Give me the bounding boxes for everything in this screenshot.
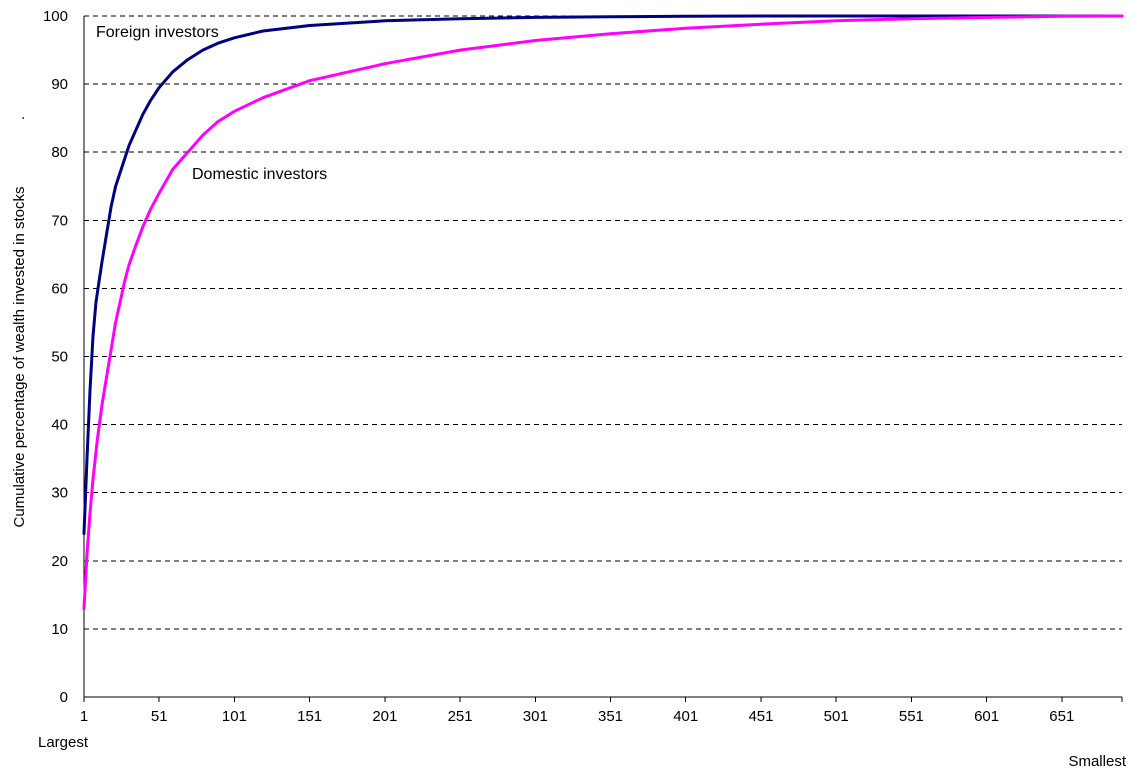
x-tick-label-101: 101: [222, 708, 247, 725]
y-axis-title: Cumulative percentage of wealth invested…: [11, 186, 28, 527]
y-tick-label-40: 40: [51, 417, 68, 434]
x-tick-label-151: 151: [297, 708, 322, 725]
x-tick-label-201: 201: [372, 708, 397, 725]
x-tick-label-651: 651: [1049, 708, 1074, 725]
y-tick-label-100: 100: [43, 8, 68, 25]
y-tick-label-20: 20: [51, 553, 68, 570]
x-axis-start-label: Largest: [38, 734, 89, 751]
series-line-domestic-investors: [82, 14, 1124, 610]
y-tick-label-10: 10: [51, 621, 68, 638]
y-tick-label-80: 80: [51, 144, 68, 161]
x-tick-label-601: 601: [974, 708, 999, 725]
y-tick-label-30: 30: [51, 485, 68, 502]
x-tick-label-251: 251: [448, 708, 473, 725]
y-tick-label-0: 0: [60, 689, 68, 706]
x-tick-label-551: 551: [899, 708, 924, 725]
x-tick-label-51: 51: [151, 708, 168, 725]
y-tick-label-90: 90: [51, 76, 68, 93]
series-lines: [82, 14, 1124, 610]
x-tick-label-401: 401: [673, 708, 698, 725]
y-tick-label-50: 50: [51, 349, 68, 366]
domestic-investors-annotation: Domestic investors: [192, 166, 327, 183]
x-tick-label-501: 501: [824, 708, 849, 725]
labels: Cumulative percentage of wealth invested…: [11, 24, 1127, 770]
foreign-investors-annotation: Foreign investors: [96, 24, 219, 41]
gridlines: [84, 15, 1122, 630]
x-tick-label-451: 451: [748, 708, 773, 725]
y-tick-label-70: 70: [51, 212, 68, 229]
y-tick-label-60: 60: [51, 280, 68, 297]
x-tick-label-351: 351: [598, 708, 623, 725]
y-axis-title-suffix: .: [11, 116, 28, 120]
x-tick-label-301: 301: [523, 708, 548, 725]
x-tick-label-1: 1: [80, 708, 88, 725]
series-line-foreign-investors: [82, 14, 1124, 536]
x-axis-end-label: Smallest: [1068, 753, 1126, 770]
